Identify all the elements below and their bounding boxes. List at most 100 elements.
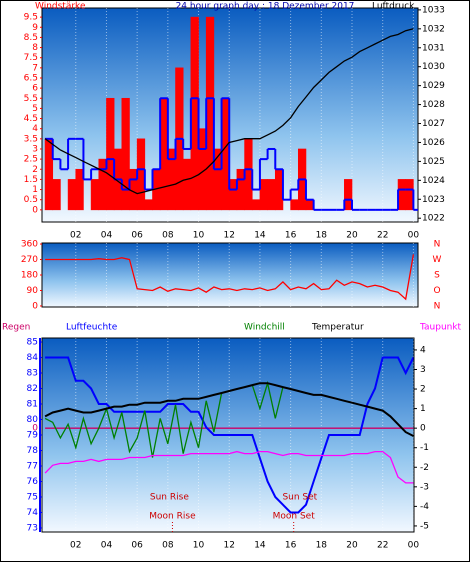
y-tick-label: 0 <box>32 301 38 311</box>
y-tick-label: 84 <box>27 353 39 363</box>
x-tick-label: 12 <box>224 231 235 241</box>
bar <box>98 158 107 211</box>
y-tick-label: 74 <box>27 508 39 518</box>
x-tick-label: 12 <box>224 541 235 551</box>
bar <box>182 158 192 211</box>
direction-label: W <box>433 255 442 265</box>
bar <box>213 148 222 211</box>
legend-entry: Luftfeuchte <box>66 323 118 333</box>
direction-label: N <box>434 240 441 250</box>
x-tick-label: 10 <box>193 231 205 241</box>
y-tick-label: 5.5 <box>24 94 38 104</box>
bar <box>274 168 284 211</box>
y2-tick-label: 1022 <box>422 214 445 224</box>
y-tick-label: 0 <box>32 205 38 215</box>
y-tick-label: 3.5 <box>24 134 38 144</box>
bar <box>136 138 146 211</box>
legend-entry: Regen <box>2 323 30 333</box>
x-tick-label: 16 <box>285 231 297 241</box>
bar <box>344 179 353 211</box>
y-tick-label: 1.5 <box>24 175 38 185</box>
x-tick-label: 14 <box>254 231 266 241</box>
x-tick-label: 06 <box>131 231 143 241</box>
x-tick-label: 06 <box>131 541 143 551</box>
bar <box>159 97 169 211</box>
bar <box>228 179 238 211</box>
legend-entry: Taupunkt <box>419 323 462 333</box>
y-tick-label: 270 <box>21 255 38 265</box>
event-label: Moon Rise <box>149 512 196 522</box>
y2-tick-label: 1 <box>420 404 426 414</box>
y-tick-label: 2 <box>32 165 38 175</box>
y-label: Windstärke <box>35 2 86 12</box>
y2-tick-label: -3 <box>420 482 429 492</box>
y-tick-label: 81 <box>27 400 38 410</box>
x-tick-label: 18 <box>316 541 328 551</box>
bar <box>244 138 253 211</box>
x-tick-label: 08 <box>162 541 174 551</box>
y2-tick-label: 1028 <box>422 100 445 110</box>
series-line <box>44 382 414 437</box>
x-tick-label: 18 <box>316 231 328 241</box>
y-tick-label: 2.5 <box>24 155 38 165</box>
bar <box>90 179 100 211</box>
bar <box>236 168 245 211</box>
y-tick-label: 6.5 <box>24 73 38 83</box>
y-tick-label: 73 <box>27 523 38 533</box>
y-tick-label: 8.5 <box>24 33 38 43</box>
y-tick-label: 90 <box>27 286 39 296</box>
direction-label: O <box>433 286 440 296</box>
legend-entry: Temperatur <box>311 323 364 333</box>
y-tick-label: 7.5 <box>24 53 38 63</box>
y2-tick-label: 3 <box>420 365 426 375</box>
y2-tick-label: -5 <box>420 521 429 531</box>
x-tick-label: 22 <box>377 541 388 551</box>
bar <box>290 199 299 211</box>
rain-tick-label: 0 <box>32 424 38 434</box>
bar <box>129 168 138 211</box>
y-tick-label: 3 <box>32 144 38 154</box>
y-tick-label: 85 <box>27 338 38 348</box>
y-tick-label: 6 <box>32 84 38 94</box>
y-tick-label: 76 <box>27 477 39 487</box>
x-tick-label: 20 <box>346 541 358 551</box>
y2-tick-label: 1027 <box>422 119 445 129</box>
y2-tick-label: 1025 <box>422 157 445 167</box>
y2-tick-label: 1029 <box>422 81 445 91</box>
y2-tick-label: -1 <box>420 443 429 453</box>
y-tick-label: 360 <box>21 240 38 250</box>
bar <box>305 199 314 211</box>
bar <box>75 168 84 211</box>
direction-label: S <box>434 271 440 281</box>
y-tick-label: 77 <box>27 461 38 471</box>
bar <box>190 16 199 211</box>
bar <box>144 199 153 211</box>
bar <box>259 179 268 211</box>
x-tick-label: 02 <box>70 541 81 551</box>
x-tick-label: 22 <box>377 231 388 241</box>
y2-tick-label: 0 <box>420 424 426 434</box>
y2-tick-label: 1032 <box>422 24 445 34</box>
y-tick-label: 180 <box>21 271 38 281</box>
series-line <box>44 28 414 195</box>
x-tick-label: 20 <box>346 231 358 241</box>
y2-tick-label: 2 <box>420 385 426 395</box>
x-tick-label: 02 <box>70 231 81 241</box>
y-tick-label: 9 <box>32 23 38 33</box>
x-tick-label: 00 <box>408 541 420 551</box>
y-tick-label: 4 <box>32 124 38 134</box>
y-tick-label: 80 <box>27 415 39 425</box>
y2-tick-label: 1023 <box>422 195 445 205</box>
event-label: Sun Rise <box>150 493 189 503</box>
y-tick-label: 9.5 <box>24 13 38 23</box>
y2-tick-label: 4 <box>420 345 426 355</box>
x-tick-label: 00 <box>408 231 420 241</box>
y2-tick-label: 1026 <box>422 138 445 148</box>
y-tick-label: 1 <box>32 185 38 195</box>
y-tick-label: 82 <box>27 384 38 394</box>
bar <box>221 97 230 211</box>
y-tick-label: 7 <box>32 63 38 73</box>
y2-tick-label: 1031 <box>422 43 445 53</box>
direction-label: N <box>434 301 441 311</box>
